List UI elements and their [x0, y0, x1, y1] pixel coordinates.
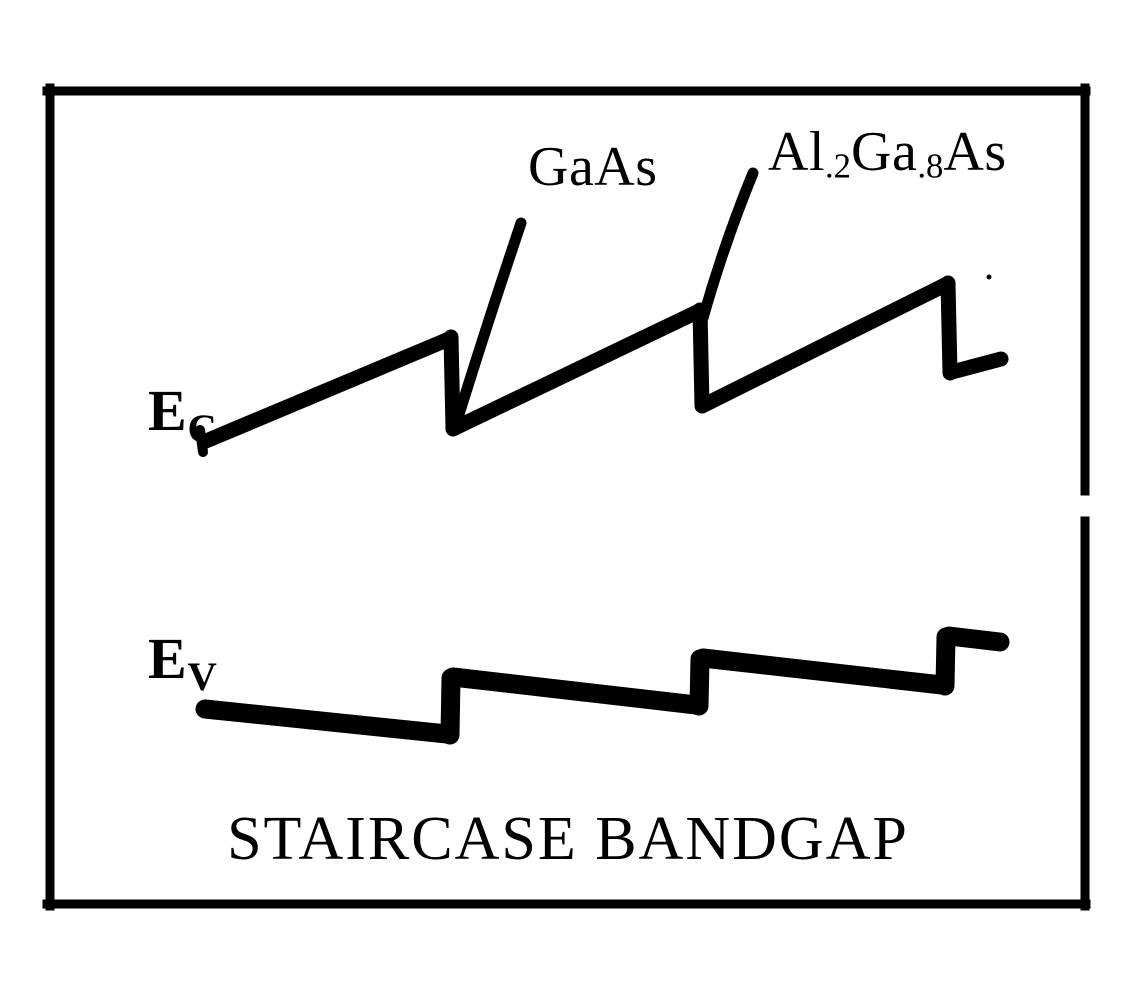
material-label-gaas: GaAs — [528, 139, 658, 195]
gaas-leader-line — [450, 217, 527, 430]
conduction-band-subscript: C — [187, 406, 217, 452]
valence-band-label: EV — [148, 630, 217, 697]
conduction-band-drop-1 — [443, 329, 461, 437]
valence-band-segment-4 — [939, 626, 1010, 652]
valence-band-curve — [195, 626, 1010, 745]
valence-band-segment-2 — [443, 667, 706, 715]
algaas-tail-text: As — [943, 121, 1007, 183]
valence-band-segment-1 — [195, 699, 457, 744]
conduction-band-ramp-4 — [944, 351, 1009, 380]
algaas-subscript-ga: .8 — [917, 146, 944, 186]
valence-band-symbol: E — [148, 626, 187, 691]
conduction-band-ramp-1 — [198, 331, 457, 449]
algaas-lead-text: Al — [768, 121, 825, 183]
scan-speck — [986, 274, 992, 280]
material-label-gaas-text: GaAs — [528, 136, 658, 198]
algaas-subscript-al: .2 — [825, 146, 852, 186]
algaas-mid-text: Ga — [851, 121, 918, 183]
valence-band-step-3 — [935, 627, 956, 696]
conduction-band-curve — [198, 275, 1009, 449]
conduction-band-drop-2 — [692, 302, 710, 414]
material-label-algaas: Al.2Ga.8As — [768, 124, 1007, 184]
conduction-band-label: EC — [148, 382, 217, 449]
figure-frame — [42, 83, 1091, 911]
conduction-band-drop-3 — [940, 275, 958, 381]
valence-band-subscript: V — [187, 654, 217, 700]
conduction-band-left-stub — [195, 425, 208, 457]
algaas-leader-line — [697, 167, 759, 324]
valence-band-step-1 — [440, 668, 461, 745]
conduction-band-ramp-2 — [447, 304, 705, 436]
conduction-band-ramp-3 — [696, 277, 953, 413]
figure-caption: STAIRCASE BANDGAP — [227, 805, 909, 873]
conduction-band-symbol: E — [148, 378, 187, 443]
valence-band-segment-3 — [693, 648, 952, 695]
